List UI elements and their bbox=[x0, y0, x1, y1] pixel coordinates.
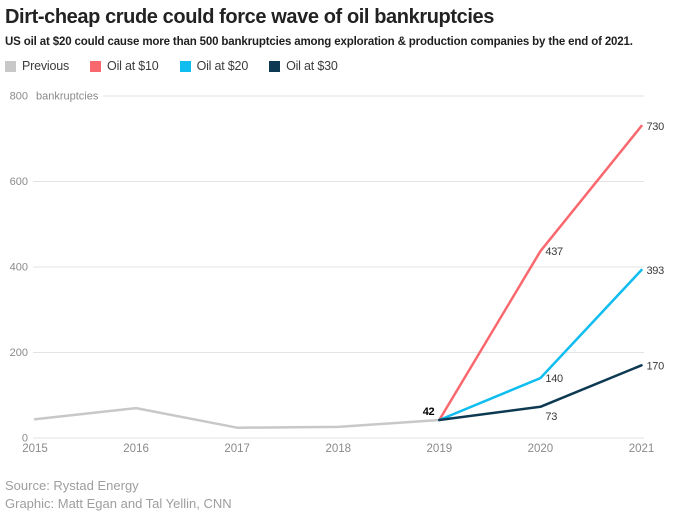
legend-item-oil-at-30: Oil at $30 bbox=[269, 59, 338, 73]
x-tick-label: 2017 bbox=[224, 443, 250, 455]
x-tick-label: 2015 bbox=[22, 443, 48, 455]
chart-subtitle: US oil at $20 could cause more than 500 … bbox=[5, 36, 633, 48]
data-label: 730 bbox=[646, 121, 664, 133]
legend-swatch-oil-at-20 bbox=[179, 60, 191, 72]
data-label: 73 bbox=[545, 411, 557, 423]
data-label: 42 bbox=[423, 406, 435, 418]
x-tick-label: 2021 bbox=[629, 443, 655, 455]
legend: Previous Oil at $10 Oil at $20 Oil at $30 bbox=[5, 59, 338, 73]
chart-title: Dirt-cheap crude could force wave of oil… bbox=[5, 6, 494, 28]
x-tick-label: 2016 bbox=[123, 443, 149, 455]
series-line-oil-at-10 bbox=[438, 124, 643, 422]
legend-label: Previous bbox=[22, 59, 70, 73]
legend-swatch-oil-at-10 bbox=[90, 60, 102, 72]
y-tick-label: 400 bbox=[10, 262, 28, 274]
y-tick-label: 800 bbox=[10, 91, 28, 103]
data-label: 437 bbox=[545, 246, 563, 258]
chart-footer: Source: Rystad Energy Graphic: Matt Egan… bbox=[5, 477, 232, 513]
legend-item-oil-at-20: Oil at $20 bbox=[179, 59, 249, 73]
y-tick-label: 200 bbox=[10, 347, 28, 359]
data-label: 140 bbox=[545, 373, 563, 385]
legend-item-oil-at-10: Oil at $10 bbox=[90, 59, 159, 73]
source-line: Source: Rystad Energy bbox=[5, 478, 139, 493]
y-tick-label: 600 bbox=[10, 176, 28, 188]
series-line-previous bbox=[33, 406, 441, 429]
x-tick-label: 2019 bbox=[427, 443, 453, 455]
legend-swatch-previous bbox=[5, 60, 16, 72]
legend-label: Oil at $20 bbox=[196, 59, 249, 73]
legend-label: Oil at $30 bbox=[286, 59, 338, 73]
legend-label: Oil at $10 bbox=[107, 59, 159, 73]
credit-line: Graphic: Matt Egan and Tal Yellin, CNN bbox=[5, 496, 232, 511]
x-tick-label: 2018 bbox=[325, 443, 351, 455]
series-line-oil-at-20 bbox=[438, 268, 643, 422]
series-line-oil-at-30 bbox=[438, 364, 643, 422]
data-label: 393 bbox=[646, 265, 664, 277]
data-label: 170 bbox=[646, 360, 664, 372]
legend-swatch-oil-at-30 bbox=[269, 60, 281, 72]
y-axis-label: bankruptcies bbox=[36, 91, 99, 103]
y-tick-label: 0 bbox=[22, 433, 28, 445]
x-tick-label: 2020 bbox=[528, 443, 554, 455]
line-chart: 0 200 400 600 800 bankruptcies 2015 2016 2017 201… bbox=[10, 91, 665, 456]
legend-item-previous: Previous bbox=[5, 59, 69, 73]
